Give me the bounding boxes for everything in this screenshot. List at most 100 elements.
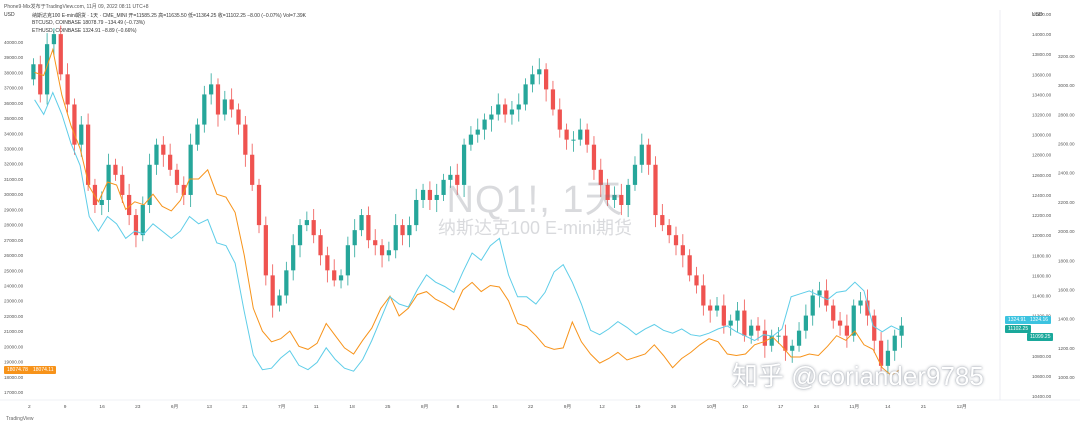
- candle-body: [215, 84, 221, 115]
- legend-eth-series[interactable]: ETHUSD, COINBASE 1324.91 −8.89 (−0.66%): [32, 28, 137, 34]
- time-axis-tick-label: 6月: [171, 404, 178, 410]
- left-axis-tick-label: 31000.00: [4, 177, 24, 182]
- candle-body: [304, 220, 309, 226]
- candle-body: [673, 235, 679, 246]
- time-axis-tick-label: 23: [135, 404, 141, 410]
- candle-body: [516, 104, 521, 110]
- candle-body: [72, 104, 77, 145]
- right-axis-nq-tick-label: 11800.00: [1032, 253, 1051, 258]
- candle-body: [65, 74, 70, 105]
- candle-body: [755, 325, 761, 331]
- candle-body: [181, 184, 186, 195]
- right-axis-nq-tick-label: 10400.00: [1032, 394, 1052, 399]
- candle-body: [878, 340, 884, 366]
- time-axis-tick-label: 10: [742, 404, 748, 410]
- chart-caption: Phone9·Mix发布于TradingView.com, 11月 09, 20…: [4, 4, 149, 10]
- candle-body: [585, 129, 590, 145]
- candle-body: [352, 230, 357, 246]
- time-axis-tick-label: 11月: [849, 404, 859, 410]
- candle-body: [605, 184, 610, 200]
- candle-body: [810, 295, 815, 316]
- candle-body: [229, 99, 234, 110]
- btc-last-price-badge: 18074.78: [4, 366, 31, 374]
- candle-body: [721, 305, 726, 326]
- candle-body: [632, 164, 638, 185]
- candle-body: [530, 74, 535, 85]
- candle-body: [386, 250, 392, 256]
- candle-body: [414, 199, 419, 226]
- right-axis-eth-tick-label: 2800.00: [1058, 112, 1075, 117]
- left-axis-tick-label: 40000.00: [4, 40, 24, 45]
- left-axis-tick-label: 29000.00: [4, 207, 24, 212]
- legend-btc-series[interactable]: BTCUSD, COINBASE 18078.79 −134.49 (−0.73…: [32, 20, 145, 26]
- candle-body: [174, 169, 180, 185]
- candle-body: [578, 129, 583, 140]
- right-axis-nq-tick-label: 13200.00: [1032, 113, 1052, 118]
- left-axis-tick-label: 39000.00: [4, 55, 24, 60]
- candle-body: [209, 84, 214, 95]
- candle-body: [790, 345, 795, 351]
- candle-body: [318, 235, 323, 256]
- candle-body: [646, 144, 651, 165]
- candle-body: [168, 154, 173, 170]
- candle-body: [694, 275, 699, 286]
- candle-body: [256, 184, 262, 226]
- right-axis-eth-tick-label: 1400.00: [1058, 317, 1075, 322]
- candle-body: [188, 144, 193, 195]
- candle-body: [133, 215, 139, 236]
- candle-body: [468, 134, 474, 145]
- candle-body: [127, 194, 132, 216]
- candle-body: [400, 225, 405, 236]
- btc-last-price-badge-2: 18074.11: [30, 366, 57, 374]
- left-axis-tick-label: 35000.00: [4, 116, 24, 121]
- candle-body: [824, 290, 829, 306]
- candle-body: [817, 290, 822, 296]
- candle-body: [496, 104, 501, 115]
- candle-body: [885, 350, 891, 366]
- candle-body: [735, 310, 740, 321]
- candle-body: [202, 94, 207, 125]
- candle-body: [899, 325, 904, 336]
- candle-body: [680, 245, 685, 256]
- tradingview-logo[interactable]: TradingView: [6, 416, 34, 422]
- time-axis-tick-label: 15: [492, 404, 498, 410]
- left-axis-tick-label: 34000.00: [4, 131, 24, 136]
- candle-body: [99, 199, 104, 205]
- candle-body: [550, 89, 556, 110]
- candle-body: [366, 215, 371, 241]
- candle-body: [85, 124, 91, 185]
- candle-body: [311, 220, 316, 236]
- time-axis-tick-label: 12: [599, 404, 605, 410]
- candle-body: [448, 174, 453, 180]
- candle-body: [708, 305, 713, 311]
- left-axis-tick-label: 22000.00: [4, 314, 24, 319]
- candle-body: [571, 139, 576, 141]
- time-axis-tick-label: 24: [814, 404, 820, 410]
- candle-body: [844, 325, 850, 336]
- right-axis-eth-tick-label: 3000.00: [1058, 83, 1075, 88]
- candle-body: [543, 69, 549, 90]
- candle-body: [325, 255, 330, 271]
- candle-body: [749, 325, 754, 336]
- candle-body: [113, 164, 118, 175]
- candle-body: [154, 144, 159, 165]
- watermark-name: 纳斯达克100 E-mini期货: [437, 218, 633, 238]
- candle-body: [345, 245, 350, 276]
- watermark-symbol: NQ1!, 1天: [446, 179, 624, 221]
- right-axis-nq-tick-label: 10800.00: [1032, 354, 1052, 359]
- time-axis-tick-label: 22: [528, 404, 534, 410]
- candle-body: [598, 169, 603, 185]
- right-axis-nq-tick-label: 10600.00: [1032, 374, 1052, 379]
- right-axis-nq-tick-label: 12400.00: [1032, 193, 1052, 198]
- right-axis-nq-tick-label: 14000.00: [1032, 32, 1052, 37]
- candle-body: [728, 320, 733, 326]
- candle-body: [612, 194, 617, 200]
- legend-main-symbol[interactable]: 纳斯达克100 E-mini期货 · 1天 · CME_MINI 开=11585…: [32, 13, 306, 19]
- candle-body: [427, 189, 433, 200]
- zhihu-watermark: 知乎 @coriander9785: [732, 361, 984, 391]
- candle-body: [837, 320, 843, 326]
- candle-body: [564, 129, 569, 140]
- candle-body: [263, 225, 268, 276]
- left-axis-tick-label: 23000.00: [4, 299, 24, 304]
